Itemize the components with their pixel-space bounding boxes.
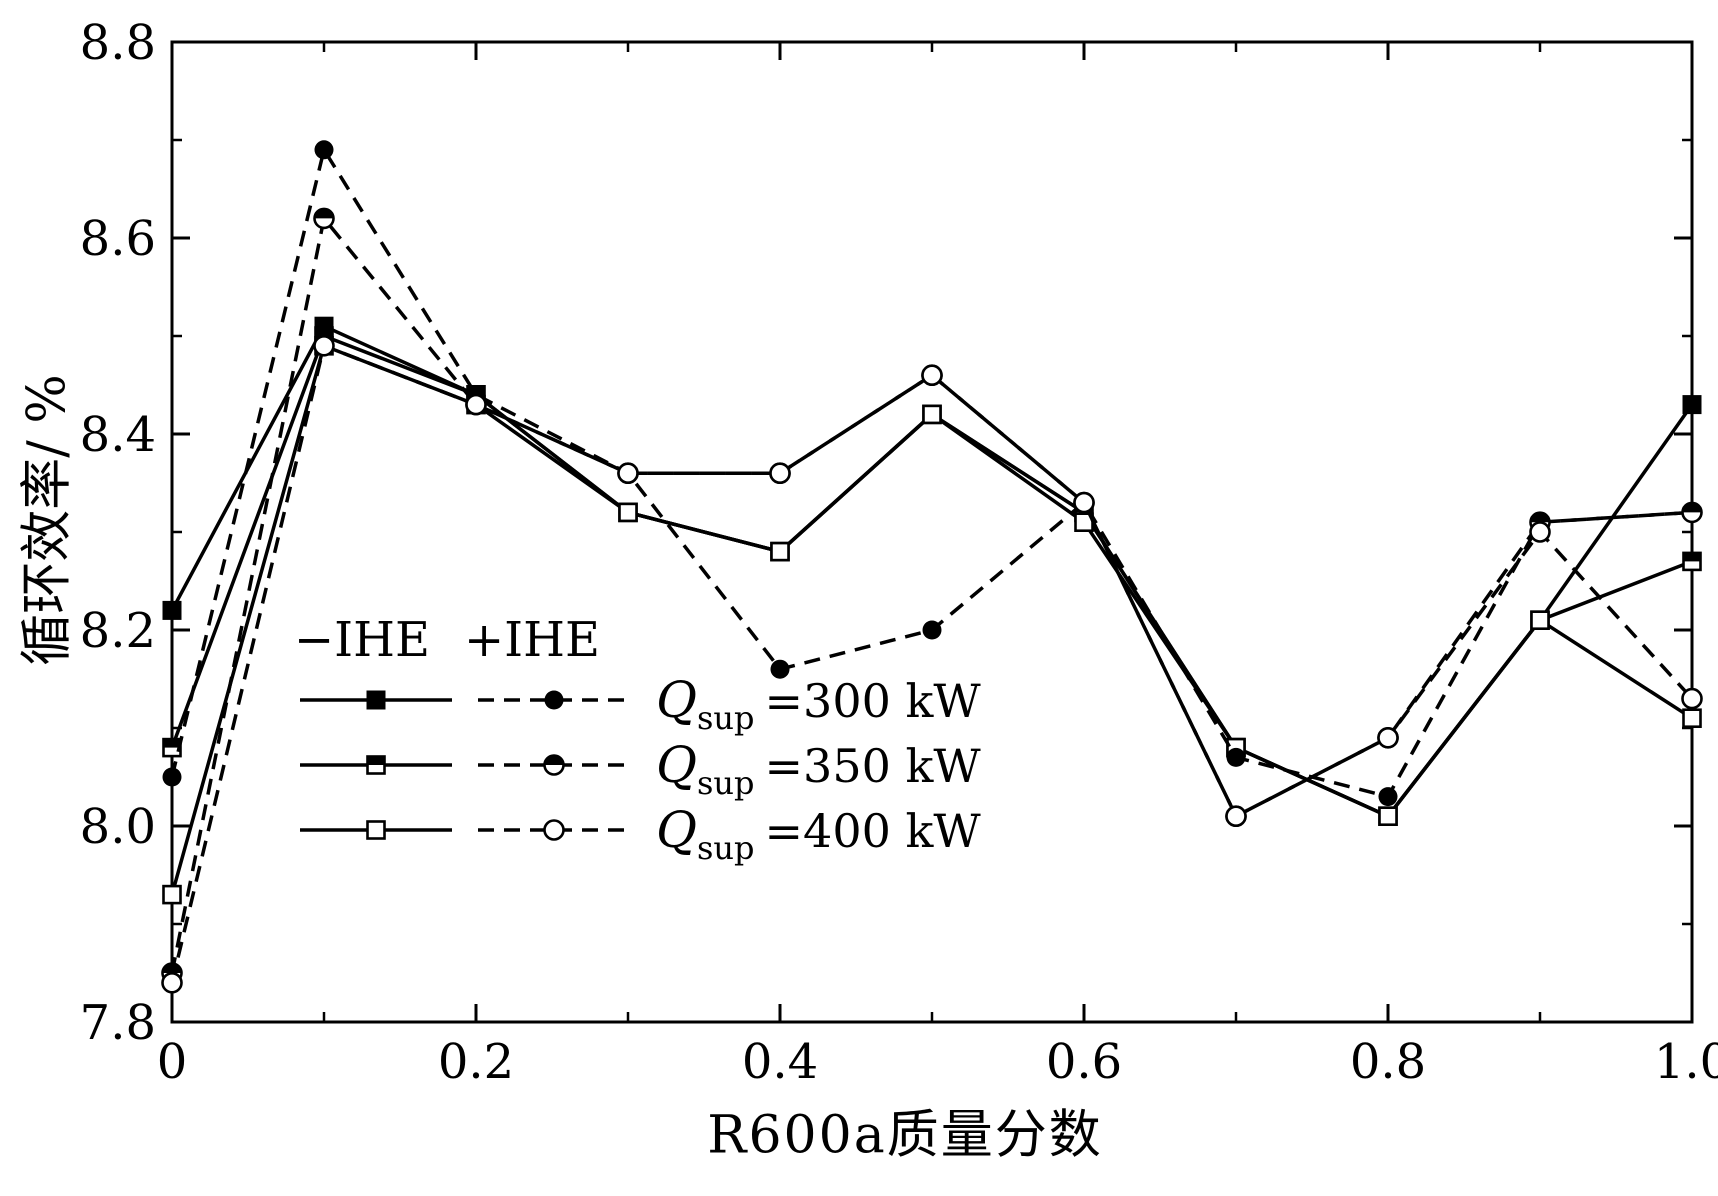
marker-circle-filled-icon [770,659,790,679]
marker-circle-filled-icon [1378,787,1398,807]
marker-circle-open-icon [161,971,183,994]
y-tick-label: 8.8 [80,15,156,71]
marker-circle-open-icon [313,334,335,357]
marker-square-open-icon [922,404,942,425]
y-tick-label: 8.6 [80,211,156,267]
marker-square-open-icon [1530,610,1550,631]
marker-circle-open-icon [465,393,487,416]
legend-row: Qsup =400 kW [300,801,981,867]
marker-circle-open-icon [921,364,943,387]
legend-label: Qsup =300 kW [656,671,981,737]
marker-circle-open-icon [1073,491,1095,514]
marker-square-open-icon [1682,708,1702,729]
y-tick-label: 8.0 [80,799,156,855]
marker-square-open-icon [1378,806,1398,827]
marker-square-open-icon [366,820,386,840]
y-tick-label: 7.8 [80,995,156,1051]
series-plusIHE-350kW [161,207,1703,984]
legend-plus-ihe-header: +IHE [464,612,600,668]
series-plusIHE-400kW [161,334,1703,994]
x-tick-label: 0.8 [1350,1034,1426,1090]
series-line [170,214,1693,974]
marker-circle-half-icon [1681,501,1703,524]
x-tick-label: 0.2 [438,1034,514,1090]
axes: 0 0.2 0.4 0.6 0.8 1.0 7.8 8.0 8.2 8.4 8.6 8.8 [80,15,1718,1090]
marker-square-open-icon [162,884,182,905]
marker-circle-open-icon [543,819,565,841]
y-tick-label: 8.2 [80,603,156,659]
marker-circle-open-icon [1377,726,1399,749]
marker-circle-open-icon [1681,687,1703,710]
marker-circle-open-icon [1529,521,1551,543]
marker-circle-open-icon [769,462,791,485]
marker-circle-filled-icon [314,140,334,160]
marker-circle-half-icon [313,207,335,230]
marker-square-filled-icon [1682,395,1702,415]
marker-square-open-icon [618,502,638,523]
marker-circle-filled-icon [1226,747,1246,767]
legend-row: Qsup =350 kW [300,736,981,802]
x-tick-label: 0.4 [742,1034,818,1090]
x-tick-label: 0.6 [1046,1034,1122,1090]
y-axis-title: 循环效率/ % [17,374,78,666]
plot-frame [170,40,1694,1024]
x-tick-label: 1.0 [1654,1034,1718,1090]
marker-square-half-icon [1682,551,1702,572]
series-line [170,343,1694,984]
legend-label: Qsup =350 kW [656,736,981,802]
marker-circle-open-icon [617,462,639,485]
marker-circle-filled-icon [544,690,564,710]
x-axis-title: R600a质量分数 [707,1105,1103,1166]
legend-minus-ihe-header: −IHE [294,612,430,668]
marker-square-filled-icon [366,690,386,710]
legend-label: Qsup =400 kW [656,801,981,867]
marker-square-half-icon [366,755,386,775]
marker-square-open-icon [770,541,790,562]
marker-circle-open-icon [1225,805,1247,828]
marker-circle-half-icon [543,754,565,776]
marker-square-filled-icon [162,600,182,620]
y-tick-label: 8.4 [80,407,156,463]
legend-row: Qsup =300 kW [300,671,981,737]
x-tick-label: 0 [157,1034,188,1090]
marker-circle-filled-icon [922,620,942,640]
marker-circle-filled-icon [162,767,182,787]
